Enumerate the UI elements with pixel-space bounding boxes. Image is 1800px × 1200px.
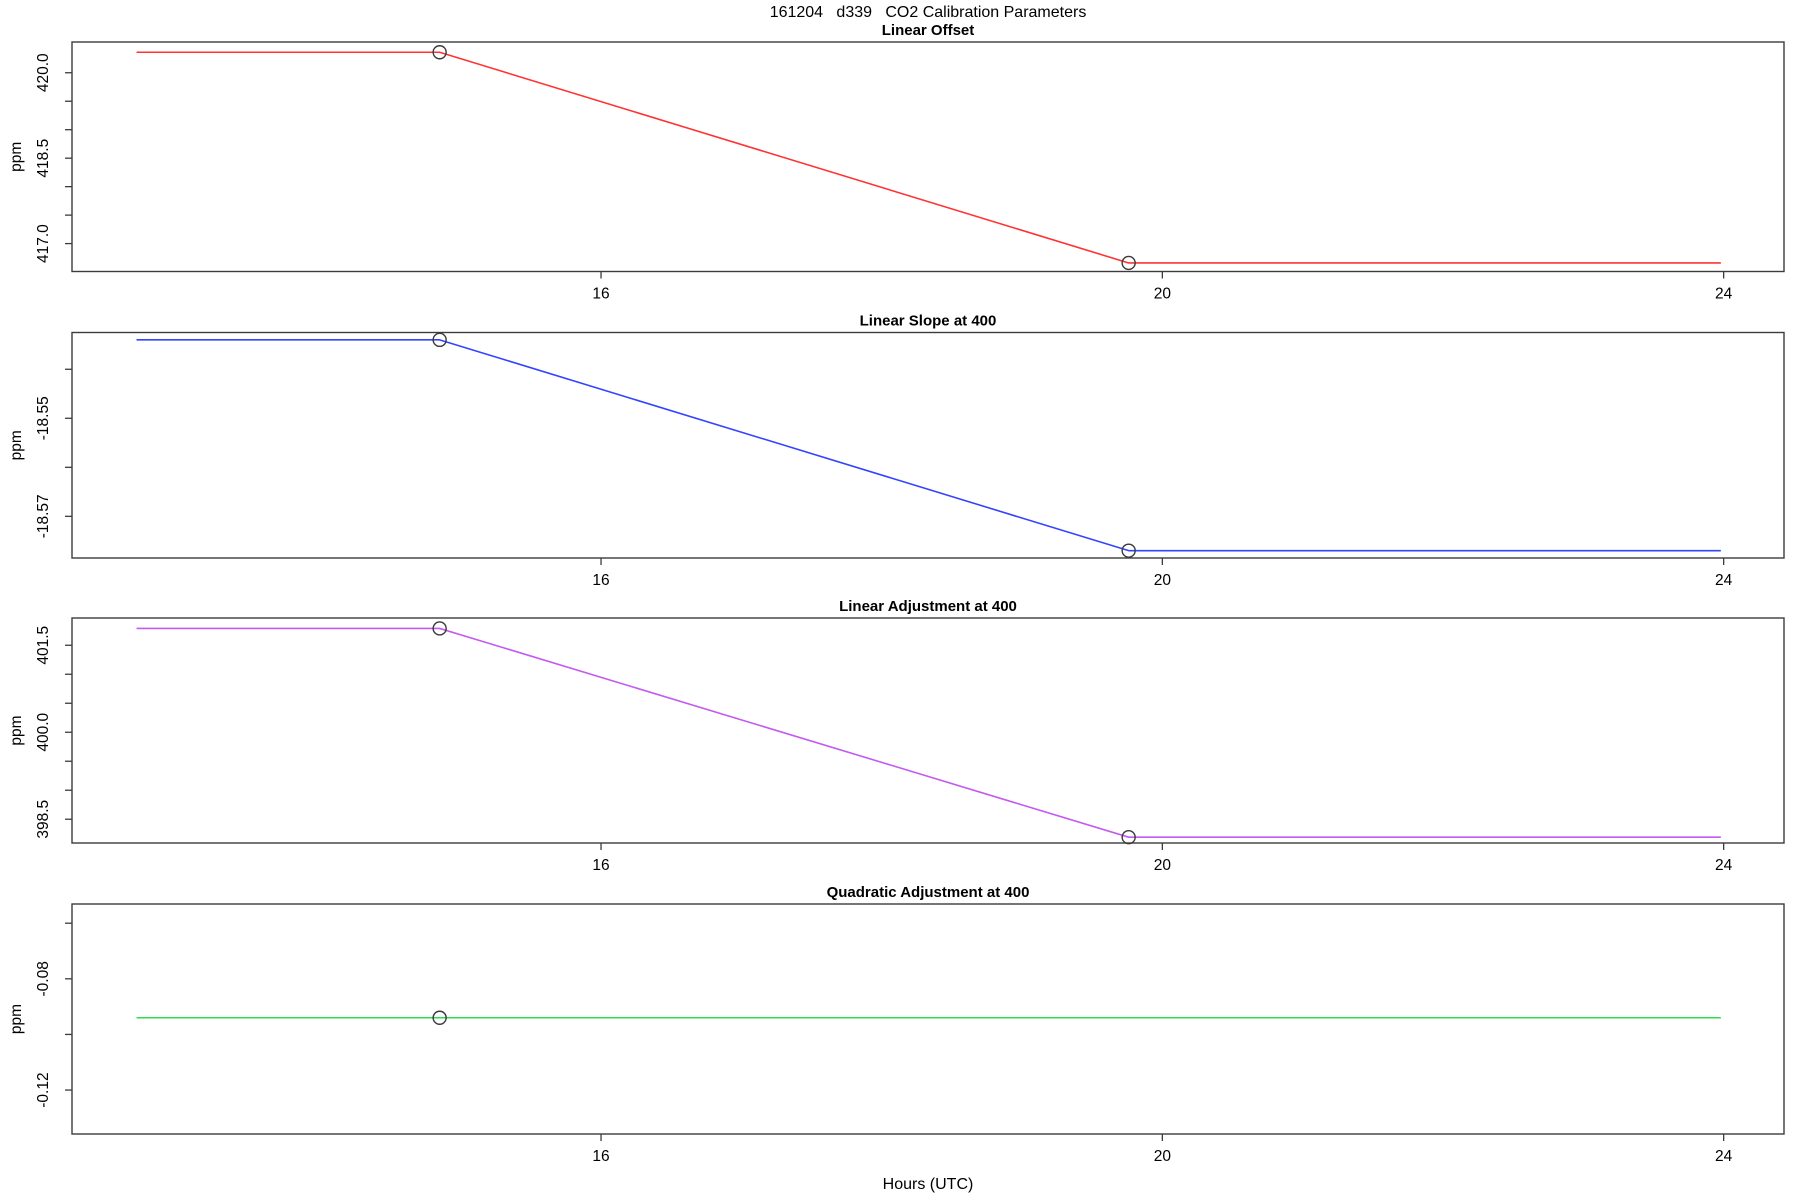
y-tick-label: -18.57 <box>35 494 52 538</box>
plot-box <box>71 41 1785 273</box>
panel-title: Linear Offset <box>882 22 975 39</box>
calibration-marker <box>432 621 447 636</box>
y-tick-label: -18.55 <box>35 396 52 440</box>
x-tick-label: 24 <box>1715 857 1733 874</box>
y-tick-label: -0.08 <box>35 961 52 996</box>
x-tick-label: 16 <box>592 1148 609 1165</box>
y-tick-label: 420.0 <box>35 53 52 92</box>
x-tick-label: 20 <box>1154 857 1172 874</box>
x-tick-label: 16 <box>592 857 609 874</box>
y-tick-label: 417.0 <box>35 224 52 263</box>
calibration-marker <box>432 45 447 60</box>
x-tick-label: 24 <box>1715 286 1733 303</box>
y-tick-label: 418.5 <box>35 139 52 178</box>
plot-box <box>71 903 1785 1135</box>
x-tick-label: 20 <box>1154 1148 1172 1165</box>
calibration-marker <box>1121 255 1136 271</box>
data-line <box>136 627 1721 839</box>
calibration-marker <box>432 332 447 348</box>
panel-title: Quadratic Adjustment at 400 <box>827 884 1030 901</box>
panel-1: Linear Offset 417.0 418.5 420.0 ppm 16 20 24 <box>8 22 1785 303</box>
x-axis-title: Hours (UTC) <box>882 1176 974 1193</box>
panel-title: Linear Slope at 400 <box>860 313 997 330</box>
x-tick-label: 24 <box>1715 1148 1733 1165</box>
x-tick-label: 20 <box>1154 572 1172 589</box>
panel-title: Linear Adjustment at 400 <box>839 598 1017 615</box>
y-tick-label: -0.12 <box>35 1072 52 1107</box>
y-axis-label: ppm <box>8 1004 25 1034</box>
calibration-marker <box>1121 830 1136 845</box>
x-tick-label: 24 <box>1715 572 1733 589</box>
plot-box <box>71 617 1785 844</box>
figure-title: 161204 d339 CO2 Calibration Parameters <box>769 4 1087 21</box>
y-tick-label: 398.5 <box>35 800 52 839</box>
panel-2: Linear Slope at 400 -18.57 -18.55 ppm 16 20 24 <box>8 313 1785 589</box>
y-tick-label: 400.0 <box>35 712 52 751</box>
x-tick-label: 16 <box>592 572 609 589</box>
data-line <box>136 339 1721 552</box>
calibration-marker <box>1121 543 1136 558</box>
panel-3: Linear Adjustment at 400 398.5 400.0 401.5 p… <box>8 598 1785 874</box>
y-axis-label: ppm <box>8 142 25 172</box>
x-tick-label: 16 <box>592 286 609 303</box>
calibration-marker <box>432 1010 447 1025</box>
y-tick-label: 401.5 <box>35 626 52 665</box>
data-line <box>136 51 1721 264</box>
panel-4: Quadratic Adjustment at 400 -0.12 -0.08 ppm… <box>8 884 1785 1165</box>
y-axis-label: ppm <box>8 715 25 745</box>
y-axis-label: ppm <box>8 430 25 460</box>
plot-box <box>71 331 1785 559</box>
x-tick-label: 20 <box>1154 286 1172 303</box>
